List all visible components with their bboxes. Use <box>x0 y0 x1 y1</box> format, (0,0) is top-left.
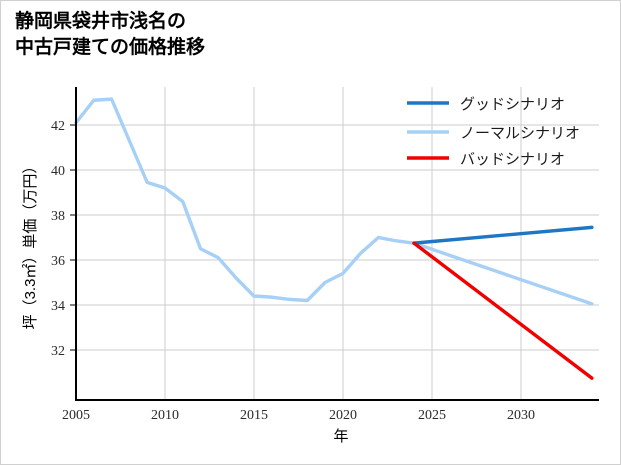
y-tick-label-34: 34 <box>51 299 65 314</box>
vertical-gridlines <box>164 87 522 400</box>
legend-label-normal[interactable]: ノーマルシナリオ <box>460 126 580 142</box>
y-tick-label-36: 36 <box>51 254 65 269</box>
series-line-good <box>412 225 594 245</box>
y-tick-label-32: 32 <box>51 344 65 359</box>
chart-title: 静岡県袋井市浅名の 中古戸建ての価格推移 <box>15 11 206 59</box>
y-tick-label-38: 38 <box>51 209 65 224</box>
y-tick-label-40: 40 <box>51 164 65 179</box>
x-tick-label-2010: 2010 <box>151 408 179 423</box>
x-tick-label-2015: 2015 <box>240 408 268 423</box>
series-line-normal <box>74 97 594 306</box>
y-tick-marks <box>70 124 76 351</box>
x-tick-label-2030: 2030 <box>507 408 535 423</box>
legend-label-good[interactable]: グッドシナリオ <box>460 96 565 113</box>
x-tick-label-2025: 2025 <box>418 408 446 423</box>
x-tick-label-2005: 2005 <box>62 408 90 423</box>
horizontal-gridlines <box>76 124 599 351</box>
legend-label-bad[interactable]: バッドシナリオ <box>460 152 565 168</box>
x-axis-title: 年 <box>333 428 348 445</box>
x-tick-label-2020: 2020 <box>329 408 357 423</box>
y-tick-label-42: 42 <box>51 119 65 134</box>
legend: グッドシナリオ ノーマルシナリオ バッドシナリオ <box>407 96 580 168</box>
series-line-bad <box>412 241 594 380</box>
y-axis-title: 坪（3.3㎡）単価（万円） <box>22 159 39 330</box>
